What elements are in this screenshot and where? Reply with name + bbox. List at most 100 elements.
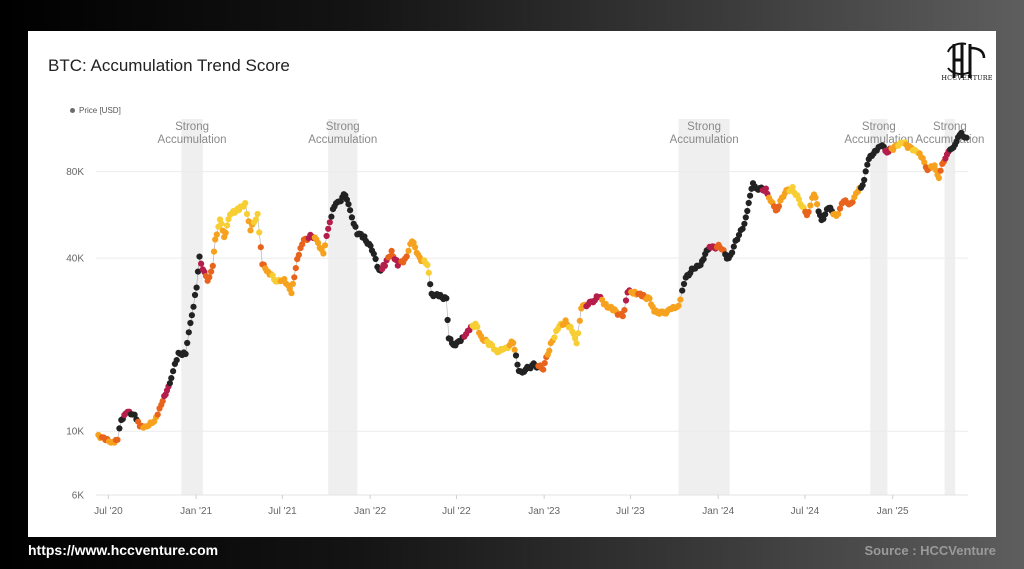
accumulation-band — [944, 119, 956, 495]
price-point — [511, 346, 518, 353]
footer-source: Source : HCCVenture — [864, 543, 996, 558]
band-label: Strong Accumulation — [308, 121, 377, 146]
grid-lines — [96, 171, 968, 496]
price-point — [159, 398, 166, 405]
price-point — [403, 253, 410, 260]
price-point — [315, 239, 322, 246]
price-point — [862, 168, 869, 175]
accumulation-band — [328, 119, 358, 495]
price-point — [198, 260, 205, 267]
price-point — [675, 302, 682, 309]
x-tick-label: Jan '22 — [354, 506, 386, 517]
legend-label: Price [USD] — [79, 106, 121, 115]
price-point — [347, 207, 354, 214]
price-point — [184, 339, 191, 347]
price-point — [210, 248, 218, 255]
price-point — [677, 296, 684, 303]
price-point — [573, 340, 580, 347]
price-point — [514, 361, 521, 368]
legend-dot-icon — [70, 108, 75, 113]
price-point — [741, 220, 748, 227]
price-point — [352, 223, 359, 230]
price-point — [512, 352, 520, 359]
price-point — [931, 162, 938, 169]
hccventure-logo-icon — [947, 42, 986, 78]
footer-url[interactable]: https://www.hccventure.com — [28, 542, 219, 558]
x-tick-label: Jul '20 — [94, 506, 123, 517]
price-point — [861, 176, 868, 184]
price-point — [222, 229, 229, 236]
price-point — [170, 368, 177, 375]
price-point — [116, 425, 123, 432]
price-point — [619, 313, 626, 320]
price-point — [427, 281, 434, 288]
price-point — [745, 199, 752, 207]
price-point — [299, 241, 306, 248]
price-point — [289, 280, 296, 287]
price-point — [747, 192, 754, 199]
price-point — [735, 231, 743, 239]
price-point — [680, 280, 688, 288]
x-tick-label: Jan '23 — [528, 506, 560, 517]
price-point — [168, 375, 175, 382]
price-point — [546, 347, 553, 354]
price-point — [381, 262, 388, 269]
price-point — [835, 211, 842, 218]
price-point — [443, 295, 450, 302]
price-point — [775, 203, 783, 210]
price-point — [424, 261, 431, 269]
x-tick-label: Jul '21 — [268, 506, 297, 517]
price-point — [370, 250, 377, 257]
price-point — [291, 274, 298, 281]
price-point — [572, 335, 579, 342]
price-point — [325, 225, 332, 232]
price-point — [320, 250, 327, 257]
price-point — [247, 227, 254, 234]
price-point — [188, 312, 195, 319]
price-point — [622, 297, 630, 304]
price-point — [206, 274, 213, 281]
price-point — [224, 222, 231, 229]
price-point — [963, 134, 970, 141]
price-point — [789, 184, 796, 191]
price-point — [154, 411, 161, 418]
accumulation-bands: Strong Accumulation Strong Accumulation Stro… — [158, 119, 984, 495]
price-point — [805, 208, 812, 216]
accumulation-band — [870, 119, 888, 495]
price-point — [388, 247, 395, 254]
price-point — [412, 244, 419, 251]
price-point — [744, 207, 751, 215]
y-tick-label: 80K — [66, 167, 84, 178]
price-point — [131, 411, 138, 418]
price-point — [739, 225, 746, 232]
price-point — [213, 231, 220, 238]
price-point — [326, 219, 333, 226]
band-label: Strong Accumulation — [158, 121, 227, 146]
price-point — [166, 380, 173, 387]
price-point — [730, 243, 737, 250]
price-point — [321, 242, 329, 249]
price-point — [191, 291, 199, 299]
accumulation-band — [678, 119, 730, 495]
price-point — [836, 205, 844, 212]
price-point — [367, 242, 374, 249]
price-point — [576, 317, 583, 324]
price-point — [256, 229, 263, 236]
x-tick-label: Jul '23 — [616, 506, 645, 517]
price-point — [254, 210, 261, 218]
price-point — [812, 194, 819, 201]
price-point — [288, 290, 295, 297]
chart-legend[interactable]: Price [USD] — [70, 106, 121, 115]
chart-card: BTC: Accumulation Trend Score Price [USD… — [28, 31, 996, 537]
price-point — [679, 287, 686, 294]
price-point — [218, 220, 225, 227]
price-point — [541, 360, 548, 367]
price-point — [621, 307, 628, 314]
price-point — [762, 185, 770, 192]
price-point — [729, 249, 736, 256]
price-point — [510, 339, 517, 347]
price-point — [646, 295, 653, 302]
price-point — [292, 265, 299, 272]
x-tick-label: Jan '25 — [877, 506, 909, 517]
price-point — [209, 262, 216, 269]
